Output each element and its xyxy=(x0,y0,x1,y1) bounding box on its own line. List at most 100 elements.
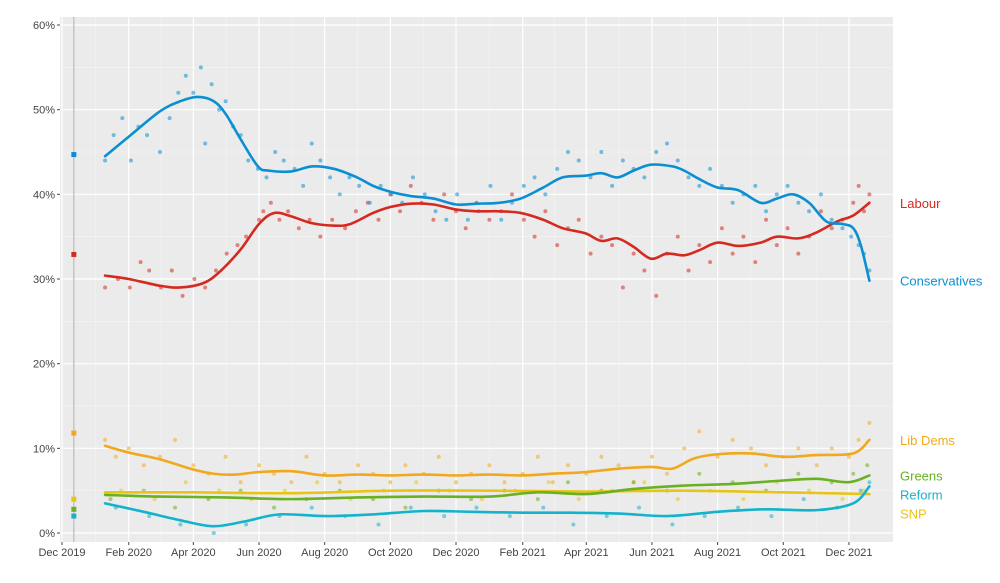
poll-point-conservatives xyxy=(488,183,493,188)
y-axis: 0% 10% 20% 30% 40% 50% 60% xyxy=(33,20,60,540)
poll-point-labour xyxy=(675,234,680,239)
poll-point-lib-dems xyxy=(257,463,262,468)
poll-point-lib-dems xyxy=(796,446,801,451)
poll-point-labour xyxy=(286,209,291,214)
poll-point-conservatives xyxy=(532,175,537,180)
poll-point-snp xyxy=(183,480,188,485)
poll-point-lib-dems xyxy=(103,437,108,442)
poll-point-labour xyxy=(867,192,872,197)
poll-point-lib-dems xyxy=(113,454,118,459)
poll-point-labour xyxy=(764,217,769,222)
poll-point-reform xyxy=(769,514,774,519)
poll-point-labour xyxy=(543,209,548,214)
election-result-greens xyxy=(71,506,77,512)
poll-point-conservatives xyxy=(599,150,604,154)
series-label-greens: Greens xyxy=(900,468,943,483)
poll-point-conservatives xyxy=(410,175,415,180)
poll-point-reform xyxy=(736,505,741,510)
x-tick-label: Oct 2020 xyxy=(368,547,413,559)
poll-point-conservatives xyxy=(337,192,342,197)
poll-point-labour xyxy=(103,285,108,290)
poll-point-labour xyxy=(318,234,323,239)
poll-point-reform xyxy=(376,522,381,527)
x-tick-label: Dec 2020 xyxy=(432,547,479,559)
poll-point-labour xyxy=(180,293,185,298)
poll-point-conservatives xyxy=(183,73,188,78)
poll-point-lib-dems xyxy=(697,429,702,434)
trend-lines xyxy=(103,95,871,528)
poll-point-conservatives xyxy=(840,226,845,231)
poll-point-labour xyxy=(277,217,282,222)
poll-point-lib-dems xyxy=(173,437,178,442)
poll-point-labour xyxy=(353,209,358,214)
poll-point-conservatives xyxy=(642,175,647,180)
poll-point-labour xyxy=(138,260,143,265)
poll-point-labour xyxy=(856,183,861,188)
poll-point-lib-dems xyxy=(565,463,570,468)
poll-point-snp xyxy=(741,497,746,502)
poll-point-lib-dems xyxy=(191,463,196,468)
poll-point-lib-dems xyxy=(502,480,507,485)
poll-point-labour xyxy=(730,251,735,256)
poll-point-lib-dems xyxy=(436,454,441,459)
poll-point-lib-dems xyxy=(238,480,243,485)
poll-point-conservatives xyxy=(281,158,286,163)
poll-point-labour xyxy=(509,192,514,197)
poll-point-greens xyxy=(535,497,540,502)
poll-point-lib-dems xyxy=(388,480,393,485)
poll-point-labour xyxy=(719,226,724,231)
poll-point-lib-dems xyxy=(550,480,555,485)
poll-point-snp xyxy=(414,480,419,485)
poll-point-conservatives xyxy=(433,209,438,214)
poll-point-greens xyxy=(631,480,636,485)
y-tick-label: 0% xyxy=(39,528,55,540)
poll-point-conservatives xyxy=(246,158,251,163)
x-tick-label: Oct 2021 xyxy=(761,547,806,559)
y-tick-label: 50% xyxy=(33,105,55,117)
poll-point-conservatives xyxy=(675,158,680,163)
poll-point-labour xyxy=(376,217,381,222)
poll-point-labour xyxy=(774,243,779,248)
poll-point-lib-dems xyxy=(665,471,670,476)
poll-point-lib-dems xyxy=(856,437,861,442)
poll-point-labour xyxy=(753,260,758,265)
poll-point-conservatives xyxy=(103,158,108,163)
poll-point-lib-dems xyxy=(487,463,492,468)
poll-point-labour xyxy=(610,243,615,248)
series-label-conservatives: Conservatives xyxy=(900,274,983,289)
poll-point-lib-dems xyxy=(599,454,604,459)
x-tick-label: Dec 2021 xyxy=(825,547,872,559)
series-label-snp: SNP xyxy=(900,506,927,521)
poll-point-conservatives xyxy=(203,141,208,146)
poll-point-reform xyxy=(670,522,675,527)
poll-point-conservatives xyxy=(176,90,181,95)
poll-point-reform xyxy=(408,505,413,510)
poll-point-conservatives xyxy=(328,175,333,180)
y-tick-label: 10% xyxy=(33,443,55,455)
trend-line-reform xyxy=(103,485,871,528)
poll-point-conservatives xyxy=(347,175,352,180)
poll-point-labour xyxy=(268,200,273,205)
trend-line-lib-dems xyxy=(103,438,871,477)
poll-point-labour xyxy=(487,217,492,222)
poll-point-labour xyxy=(555,243,560,248)
poll-point-conservatives xyxy=(264,175,269,180)
poll-point-reform xyxy=(507,514,512,519)
poll-point-labour xyxy=(741,234,746,239)
poll-point-snp xyxy=(840,497,845,502)
poll-point-lib-dems xyxy=(223,454,228,459)
poll-point-greens xyxy=(108,497,113,502)
poll-point-greens xyxy=(565,480,570,485)
x-tick-label: Dec 2019 xyxy=(38,547,85,559)
poll-point-snp xyxy=(675,497,680,502)
poll-point-labour xyxy=(576,217,581,222)
poll-point-labour xyxy=(203,285,208,290)
poll-point-labour xyxy=(127,285,132,290)
poll-point-lib-dems xyxy=(715,454,720,459)
poll-point-labour xyxy=(261,209,266,214)
poll-point-conservatives xyxy=(301,183,306,188)
poll-point-conservatives xyxy=(191,90,196,95)
poll-point-snp xyxy=(315,480,320,485)
x-tick-label: Jun 2021 xyxy=(629,547,674,559)
election-result-labour xyxy=(71,251,77,257)
